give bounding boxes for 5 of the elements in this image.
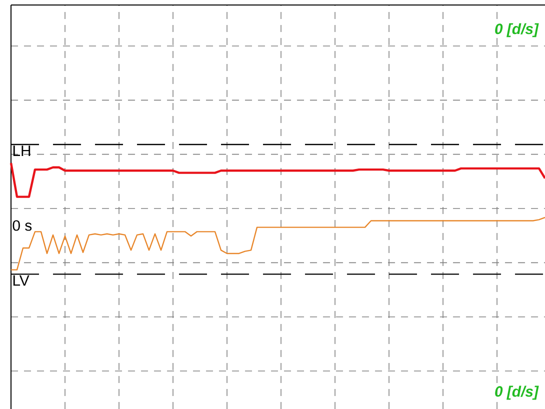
text: 0 [d/s]: [495, 386, 539, 400]
ref-line-label: LV: [13, 275, 30, 286]
text: 0 [d/s]: [495, 23, 539, 38]
ref-line-label: LH: [13, 146, 30, 156]
annotation: 0 s: [12, 220, 32, 231]
